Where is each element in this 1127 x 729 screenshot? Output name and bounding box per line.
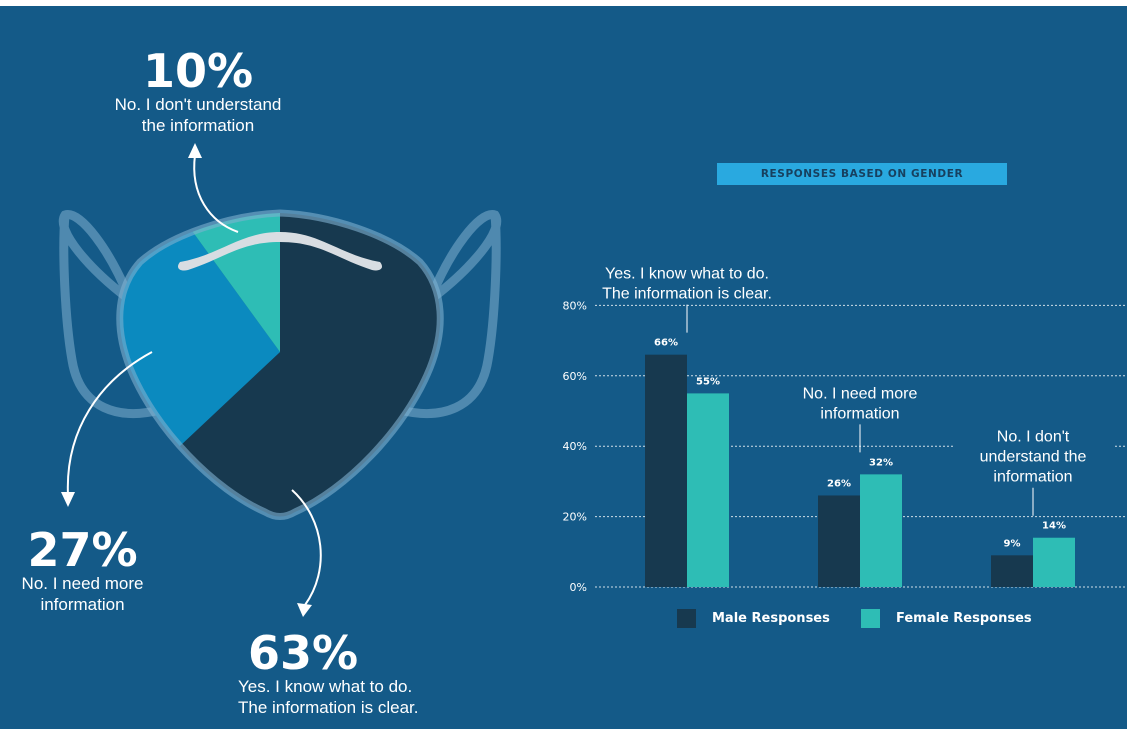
arrowhead-63 [297,603,312,617]
category-label: information [820,405,899,422]
y-tick-label: 60% [563,370,587,383]
stat-need-more: 27% No. I need more information [0,527,165,615]
pct-need-more: 27% [27,523,138,577]
stat-dont-understand: 10% No. I don't understand the informati… [98,48,298,136]
bar-value-label: 14% [1042,521,1066,532]
legend-female-swatch [861,609,880,628]
bar-female-0 [687,393,729,587]
bar-value-label: 26% [827,478,851,489]
bar-value-label: 66% [654,338,678,349]
legend-female: Female Responses [861,609,1032,628]
y-tick-label: 20% [563,511,587,524]
bar-value-label: 55% [696,376,720,387]
category-label: understand the [980,449,1087,466]
legend-male: Male Responses [677,609,830,628]
category-label: No. I don't [997,429,1070,446]
left-ear-strap [58,210,165,418]
gender-bar-chart: 0% 20% 40% 60% 80% 66% 55% Yes. I know what to … [563,260,1127,594]
category-label-bg [780,380,940,423]
label-know-what-to-do-1: Yes. I know what to do. [238,677,413,696]
bar-female-1 [860,474,902,587]
label-need-more-1: No. I need more [21,574,144,593]
arrowhead-10 [188,143,202,158]
legend-female-label: Female Responses [896,611,1032,626]
label-dont-understand-2: the information [141,116,255,135]
arrow-10 [193,154,239,233]
legend-male-label: Male Responses [712,611,830,626]
bar-male-2 [991,555,1033,587]
category-label: No. I need more [803,385,918,402]
nose-clip [177,232,383,271]
category-label: information [993,469,1072,486]
y-tick-label: 80% [563,299,587,312]
y-tick-label: 0% [570,581,587,594]
bar-female-2 [1033,537,1075,587]
stat-know-what-to-do: 63% Yes. I know what to do. The informat… [238,630,438,718]
label-dont-understand-1: No. I don't understand [114,95,282,114]
category-label-bg [953,423,1113,486]
mask-pie-chart [58,143,502,617]
legend-male-swatch [677,609,696,628]
y-tick-label: 40% [563,440,587,453]
arrowhead-27 [61,492,75,507]
right-ear-strap [395,210,502,418]
bar-male-0 [645,354,687,587]
category-label: Yes. I know what to do. [605,266,769,283]
pct-know-what-to-do: 63% [248,626,359,680]
chart-title-badge: RESPONSES BASED ON GENDER [717,163,1007,185]
bar-value-label: 32% [869,457,893,468]
pct-dont-understand: 10% [142,44,254,98]
arrow-63 [291,489,322,606]
pie-slice-0 [119,213,280,352]
arrow-27 [66,351,153,496]
bar-value-label: 9% [1004,538,1021,549]
label-know-what-to-do-2: The information is clear. [238,698,419,717]
mask-outline [116,209,444,520]
label-need-more-2: information [40,595,125,614]
category-label-bg [607,260,767,303]
top-border [0,0,1127,6]
bar-male-1 [818,495,860,587]
category-label: The information is clear. [602,286,772,303]
